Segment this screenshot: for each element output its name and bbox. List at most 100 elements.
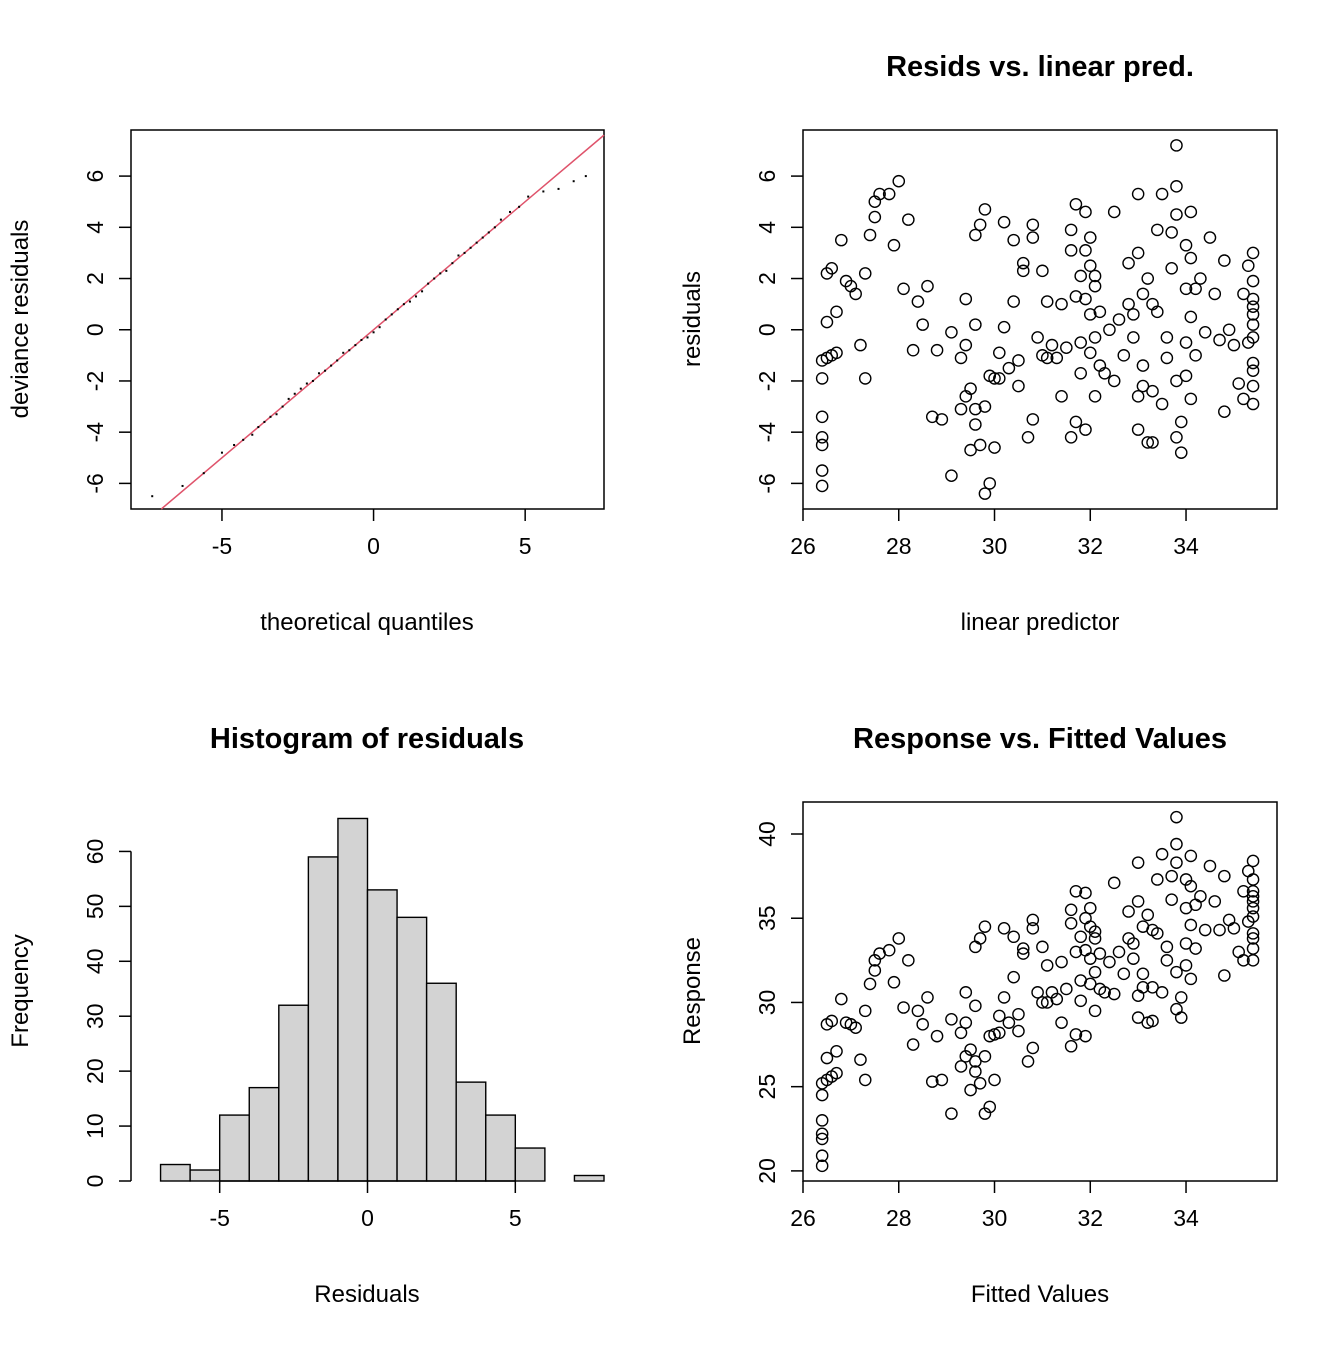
resid-point (1074, 336, 1087, 349)
fitted-point (1131, 895, 1145, 908)
qq-point (408, 300, 411, 303)
fitted-point (1026, 922, 1040, 935)
resid-point (1069, 415, 1083, 429)
fitted-point (911, 1004, 925, 1018)
resid-point (1040, 295, 1054, 308)
fitted-point (1170, 965, 1183, 979)
hist-bar (455, 1081, 487, 1182)
fitted-point (1083, 901, 1097, 915)
qq-point (493, 226, 496, 229)
resid-point (954, 351, 968, 365)
fitted-point (1031, 986, 1044, 999)
qq-point (475, 241, 478, 244)
resid-ticks: 26 28 30 32 34 -6 -4 -2 0 2 4 6 (754, 170, 1199, 559)
hist-bar (366, 889, 398, 1182)
qq-point (378, 326, 381, 329)
fitted-point (1246, 873, 1260, 886)
resid-point (1083, 259, 1097, 273)
resid-point (1246, 274, 1260, 288)
resid-point (1155, 187, 1169, 201)
resid-point (902, 213, 915, 226)
fitted-point (825, 1014, 839, 1028)
qq-y-tick-label: 6 (82, 170, 108, 183)
resid-point (1012, 354, 1025, 367)
fitted-point (1155, 847, 1169, 861)
qq-point (415, 295, 418, 298)
resid-point (1246, 364, 1260, 378)
fitted-point (997, 991, 1011, 1004)
resid-point (1055, 390, 1068, 403)
fitted-point (1083, 952, 1097, 965)
resid-point (959, 292, 973, 306)
qq-point (427, 282, 430, 285)
fitted-point (1040, 959, 1054, 972)
fitted-panel: Response vs. Fitted Values 26 28 30 32 34202… (679, 723, 1278, 1308)
fitted-point (1160, 954, 1174, 967)
resid-point (1016, 264, 1030, 278)
fitted-point (906, 1038, 920, 1051)
resid-point (1083, 346, 1097, 360)
resid-point (1246, 308, 1260, 321)
qq-point (299, 387, 302, 390)
resid-point (1174, 446, 1188, 459)
resid-point (1174, 415, 1188, 429)
hist-bar (189, 1169, 221, 1182)
resid-point (1232, 377, 1245, 390)
resid-point (1227, 338, 1241, 352)
fitted-point (1055, 1016, 1068, 1029)
fitted-point (1194, 890, 1207, 903)
resid-point (930, 343, 944, 357)
resid-point (1179, 282, 1193, 296)
qq-y-tick-label: -2 (82, 371, 108, 391)
fitted-point (868, 964, 882, 977)
qq-point (487, 231, 490, 234)
resid-point (1246, 292, 1260, 306)
fitted-point (1012, 1024, 1025, 1038)
resid-x-tick-label: 32 (1077, 533, 1103, 559)
hist-bars (159, 817, 605, 1182)
fitted-point (1026, 913, 1040, 927)
fitted-point (921, 991, 934, 1004)
fitted-point (969, 940, 982, 954)
qq-y-tick-label: -6 (82, 473, 108, 493)
fitted-point (1069, 884, 1083, 898)
fitted-point (1151, 927, 1164, 940)
resid-point (1103, 323, 1116, 337)
hist-y-tick-label: 20 (82, 1058, 108, 1084)
fitted-point (1246, 932, 1260, 945)
resid-point (911, 295, 925, 308)
resid-point (916, 318, 929, 331)
resid-point (1112, 313, 1126, 326)
qq-point (336, 359, 339, 362)
resid-point (973, 218, 987, 232)
hist-bar (278, 1004, 310, 1182)
resid-point (964, 443, 977, 457)
resid-point (1237, 287, 1250, 301)
resid-point (854, 338, 867, 352)
qq-point (457, 254, 460, 257)
fitted-point (1198, 923, 1212, 937)
resid-point (1146, 436, 1159, 449)
fitted-point (964, 1083, 977, 1097)
hist-y-tick-label: 0 (82, 1175, 108, 1188)
resid-point (1136, 379, 1150, 393)
resid-point (815, 438, 829, 452)
resid-point (1088, 390, 1102, 403)
resid-point (1170, 180, 1183, 193)
fitted-point (1232, 945, 1245, 959)
hist-panel: Histogram of residuals -5 0 50102030405060… (7, 723, 605, 1308)
fitted-x-tick-label: 30 (982, 1205, 1008, 1231)
resid-point (858, 372, 872, 385)
resid-point (969, 418, 982, 431)
resid-point (959, 338, 973, 352)
resid-point (1079, 244, 1092, 257)
fitted-point (815, 1127, 829, 1141)
resid-point (1012, 379, 1025, 393)
fitted-point (1222, 913, 1236, 927)
fitted-point (1012, 1007, 1025, 1021)
fitted-point (887, 975, 901, 989)
qq-point (251, 433, 254, 436)
fitted-point (930, 1029, 944, 1043)
qq-point (181, 484, 184, 487)
